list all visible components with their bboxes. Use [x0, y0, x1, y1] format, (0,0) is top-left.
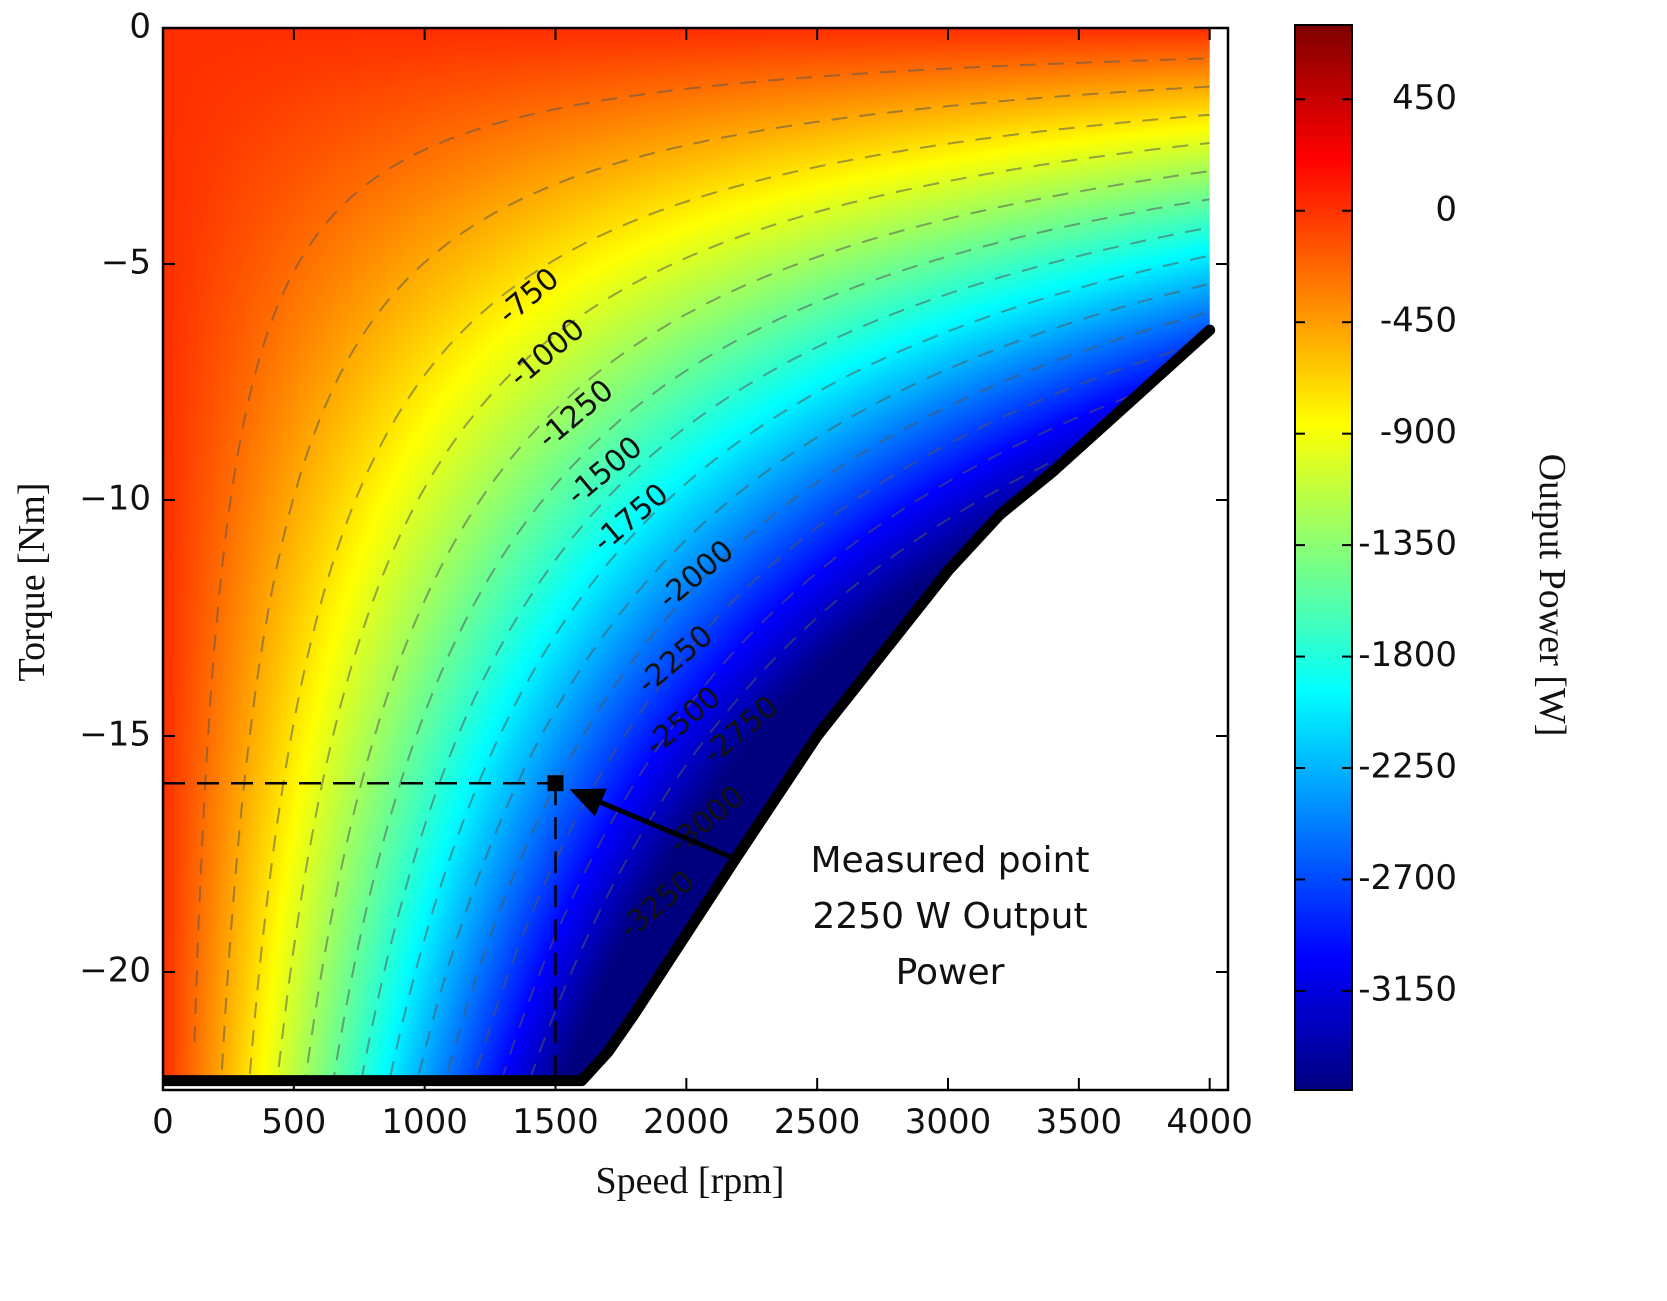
y-axis-ticks: 0 −5 −10 −15 −20	[79, 7, 1228, 991]
colorbar	[1294, 24, 1353, 1091]
x-axis-ticks: 0 500 1000 1500 2000 2500 3000 3500 4000	[152, 28, 1253, 1142]
contour-line	[326, 195, 1210, 1081]
x-tick-label: 1000	[381, 1102, 468, 1142]
measured-point-marker	[547, 775, 564, 792]
contour-line	[511, 389, 1210, 1081]
x-tick-label: 2000	[643, 1102, 730, 1142]
contour-line	[220, 84, 1210, 1070]
contour-line	[271, 140, 1210, 1081]
colorbar-title: Output Power [W]	[1531, 454, 1573, 737]
colorbar-tick-label: 450	[1392, 78, 1457, 118]
annotation-arrow	[599, 800, 737, 862]
contour-line	[483, 361, 1210, 1081]
y-tick-label: −20	[79, 951, 151, 991]
x-tick-label: 0	[152, 1102, 174, 1142]
x-tick-label: 500	[261, 1102, 326, 1142]
contour-line	[193, 56, 1210, 1043]
y-tick-label: −10	[79, 479, 151, 519]
colorbar-tick-label: -900	[1380, 412, 1457, 452]
contour-line	[350, 223, 1210, 1081]
contour-line	[405, 278, 1210, 1081]
y-tick-label: −5	[101, 243, 151, 283]
contour-line	[377, 251, 1210, 1081]
contour-line	[460, 334, 1210, 1081]
y-tick-label: −15	[79, 715, 151, 755]
annotation-line-1: Measured point	[810, 840, 1089, 881]
colorbar-tick-label: -1800	[1358, 635, 1457, 675]
colorbar-tick-label: -3150	[1358, 969, 1457, 1009]
contour-line	[244, 112, 1210, 1081]
x-tick-label: 3500	[1036, 1102, 1123, 1142]
colorbar-ticks: 450 0 -450 -900 -1350 -1800 -2250 -2700 -3150	[1295, 78, 1457, 1009]
x-tick-label: 2500	[774, 1102, 861, 1142]
plot-frame	[161, 26, 1230, 1092]
colorbar-tick-label: -450	[1380, 301, 1457, 341]
x-tick-label: 1500	[512, 1102, 599, 1142]
colorbar-tick-label: -2700	[1358, 858, 1457, 898]
colorbar-tick-label: -1350	[1358, 524, 1457, 564]
contour-line	[432, 306, 1210, 1081]
colorbar-tick-label: -2250	[1358, 747, 1457, 787]
contour-lines	[193, 56, 1210, 1081]
x-tick-label: 3000	[905, 1102, 992, 1142]
colorbar-tick-label: 0	[1435, 189, 1457, 229]
annotation-arrowhead	[569, 788, 607, 817]
x-axis-title: Speed [rpm]	[596, 1160, 785, 1202]
x-tick-label: 4000	[1166, 1102, 1253, 1142]
torque-speed-envelope	[163, 324, 1216, 1087]
contour-line	[299, 167, 1210, 1081]
y-tick-label: 0	[129, 7, 151, 47]
y-axis-title: Torque [Nm]	[11, 483, 53, 682]
annotation-line-2: 2250 W Output	[812, 896, 1087, 937]
annotation-line-3: Power	[896, 952, 1005, 993]
